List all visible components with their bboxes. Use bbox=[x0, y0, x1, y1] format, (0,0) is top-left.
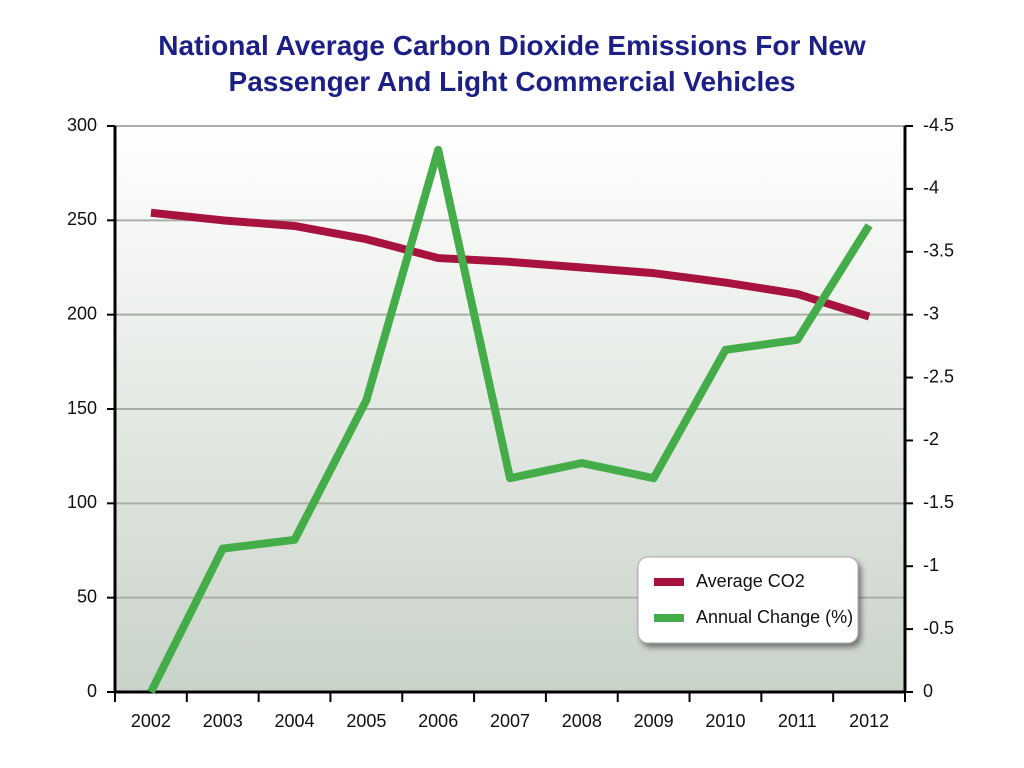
legend: Average CO2 Annual Change (%) bbox=[637, 556, 859, 644]
y-tick-label: 300 bbox=[67, 115, 97, 135]
y2-tick-label: -1.5 bbox=[923, 492, 954, 512]
x-tick-label: 2009 bbox=[634, 711, 674, 731]
y2-tick-label: -4.5 bbox=[923, 115, 954, 135]
y2-tick-label: 0 bbox=[923, 681, 933, 701]
x-tick-label: 2008 bbox=[562, 711, 602, 731]
series-line bbox=[150, 208, 871, 321]
x-tick-label: 2003 bbox=[203, 711, 243, 731]
y2-tick-label: -3 bbox=[923, 303, 939, 323]
x-tick-label: 2012 bbox=[849, 711, 889, 731]
y-tick-label: 100 bbox=[67, 492, 97, 512]
y2-tick-label: -2 bbox=[923, 429, 939, 449]
x-tick-label: 2006 bbox=[418, 711, 458, 731]
x-tick-label: 2002 bbox=[131, 711, 171, 731]
y2-tick-label: -1 bbox=[923, 555, 939, 575]
x-tick-label: 2011 bbox=[778, 711, 817, 731]
x-tick-label: 2010 bbox=[705, 711, 745, 731]
y2-tick-label: -3.5 bbox=[923, 241, 954, 261]
y-tick-label: 0 bbox=[87, 681, 97, 701]
y2-tick-label: -0.5 bbox=[923, 618, 954, 638]
y-tick-label: 150 bbox=[67, 398, 97, 418]
legend-box bbox=[637, 556, 859, 644]
legend-label: Average CO2 bbox=[696, 571, 805, 591]
x-tick-label: 2005 bbox=[346, 711, 386, 731]
y2-tick-label: -4 bbox=[923, 178, 939, 198]
y-tick-label: 200 bbox=[67, 303, 97, 323]
x-tick-label: 2007 bbox=[490, 711, 530, 731]
y-tick-label: 250 bbox=[67, 209, 97, 229]
x-tick-label: 2004 bbox=[275, 711, 315, 731]
series-line bbox=[147, 145, 873, 694]
y2-tick-label: -2.5 bbox=[923, 366, 954, 386]
legend-label: Annual Change (%) bbox=[696, 607, 853, 627]
y-tick-label: 50 bbox=[77, 586, 97, 606]
chart-title: National Average Carbon Dioxide Emission… bbox=[158, 30, 866, 97]
